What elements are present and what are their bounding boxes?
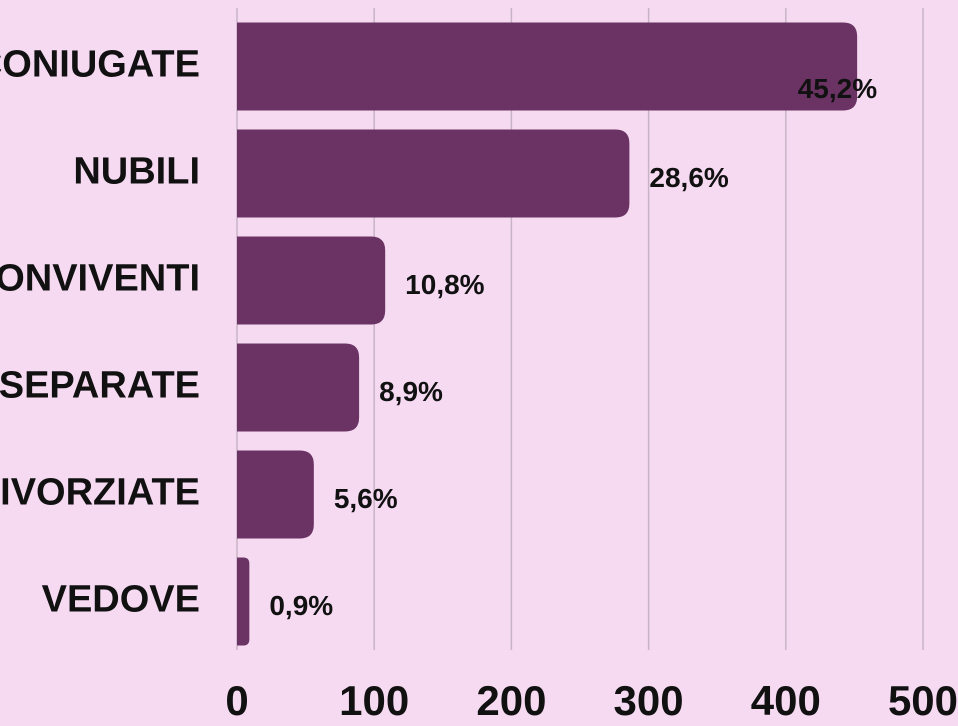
x-tick-label: 500 xyxy=(888,677,958,724)
x-tick-label: 300 xyxy=(614,677,684,724)
x-tick-label: 200 xyxy=(476,677,546,724)
value-label: 28,6% xyxy=(649,162,728,193)
value-label: 5,6% xyxy=(334,483,398,514)
y-tick-label: CONIUGATE xyxy=(0,44,200,86)
y-tick-label: SEPARATE xyxy=(0,365,200,407)
x-tick-label: 100 xyxy=(339,677,409,724)
bar xyxy=(237,236,386,325)
y-tick-label: VEDOVE xyxy=(42,579,200,621)
value-label: 0,9% xyxy=(269,590,333,621)
bar xyxy=(237,557,250,646)
bar xyxy=(237,343,360,432)
y-tick-label: NUBILI xyxy=(73,151,200,193)
bar xyxy=(237,450,314,539)
bar xyxy=(237,22,858,111)
x-tick-label: 400 xyxy=(751,677,821,724)
y-tick-label: DIVORZIATE xyxy=(0,472,200,514)
value-label: 8,9% xyxy=(379,376,443,407)
value-label: 10,8% xyxy=(405,269,484,300)
value-label: 45,2% xyxy=(798,73,877,104)
bar xyxy=(237,129,630,218)
x-tick-label: 0 xyxy=(225,677,248,724)
y-tick-label: CONVIVENTI xyxy=(0,258,200,300)
